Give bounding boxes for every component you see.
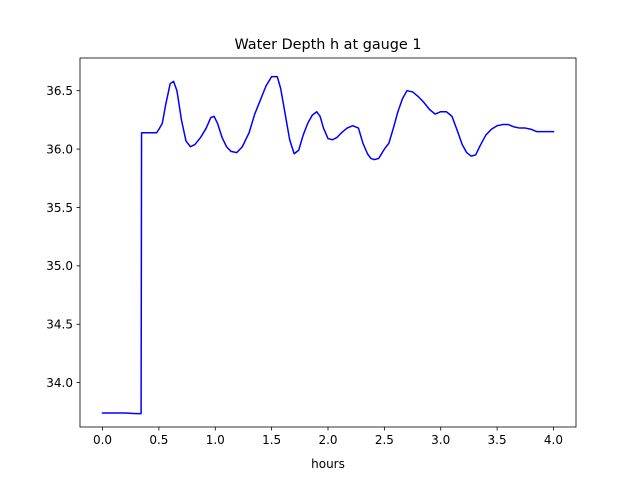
x-tick-label: 4.0 [544,433,563,447]
x-tick-label: 1.5 [262,433,281,447]
x-tick-label: 2.0 [318,433,337,447]
x-tick-label: 2.5 [375,433,394,447]
y-tick-label: 36.0 [46,142,73,156]
y-tick-label: 35.0 [46,259,73,273]
y-axis: 34.0 34.5 35.0 35.5 36.0 36.5 [46,84,80,390]
y-tick-label: 35.5 [46,201,73,215]
x-tick-label: 0.0 [93,433,112,447]
x-axis: 0.0 0.5 1.0 1.5 2.0 2.5 3.0 3.5 4.0 [93,427,563,447]
y-tick-label: 34.0 [46,376,73,390]
x-tick-label: 3.0 [431,433,450,447]
x-tick-label: 0.5 [149,433,168,447]
plot-background [80,58,576,427]
x-tick-label: 1.0 [206,433,225,447]
chart-title: Water Depth h at gauge 1 [234,37,421,53]
y-tick-label: 36.5 [46,84,73,98]
x-tick-label: 3.5 [488,433,507,447]
data-line-series-0 [101,75,555,415]
x-axis-label: hours [311,457,345,471]
plot-area [79,57,577,428]
y-tick-label: 34.5 [46,318,73,332]
